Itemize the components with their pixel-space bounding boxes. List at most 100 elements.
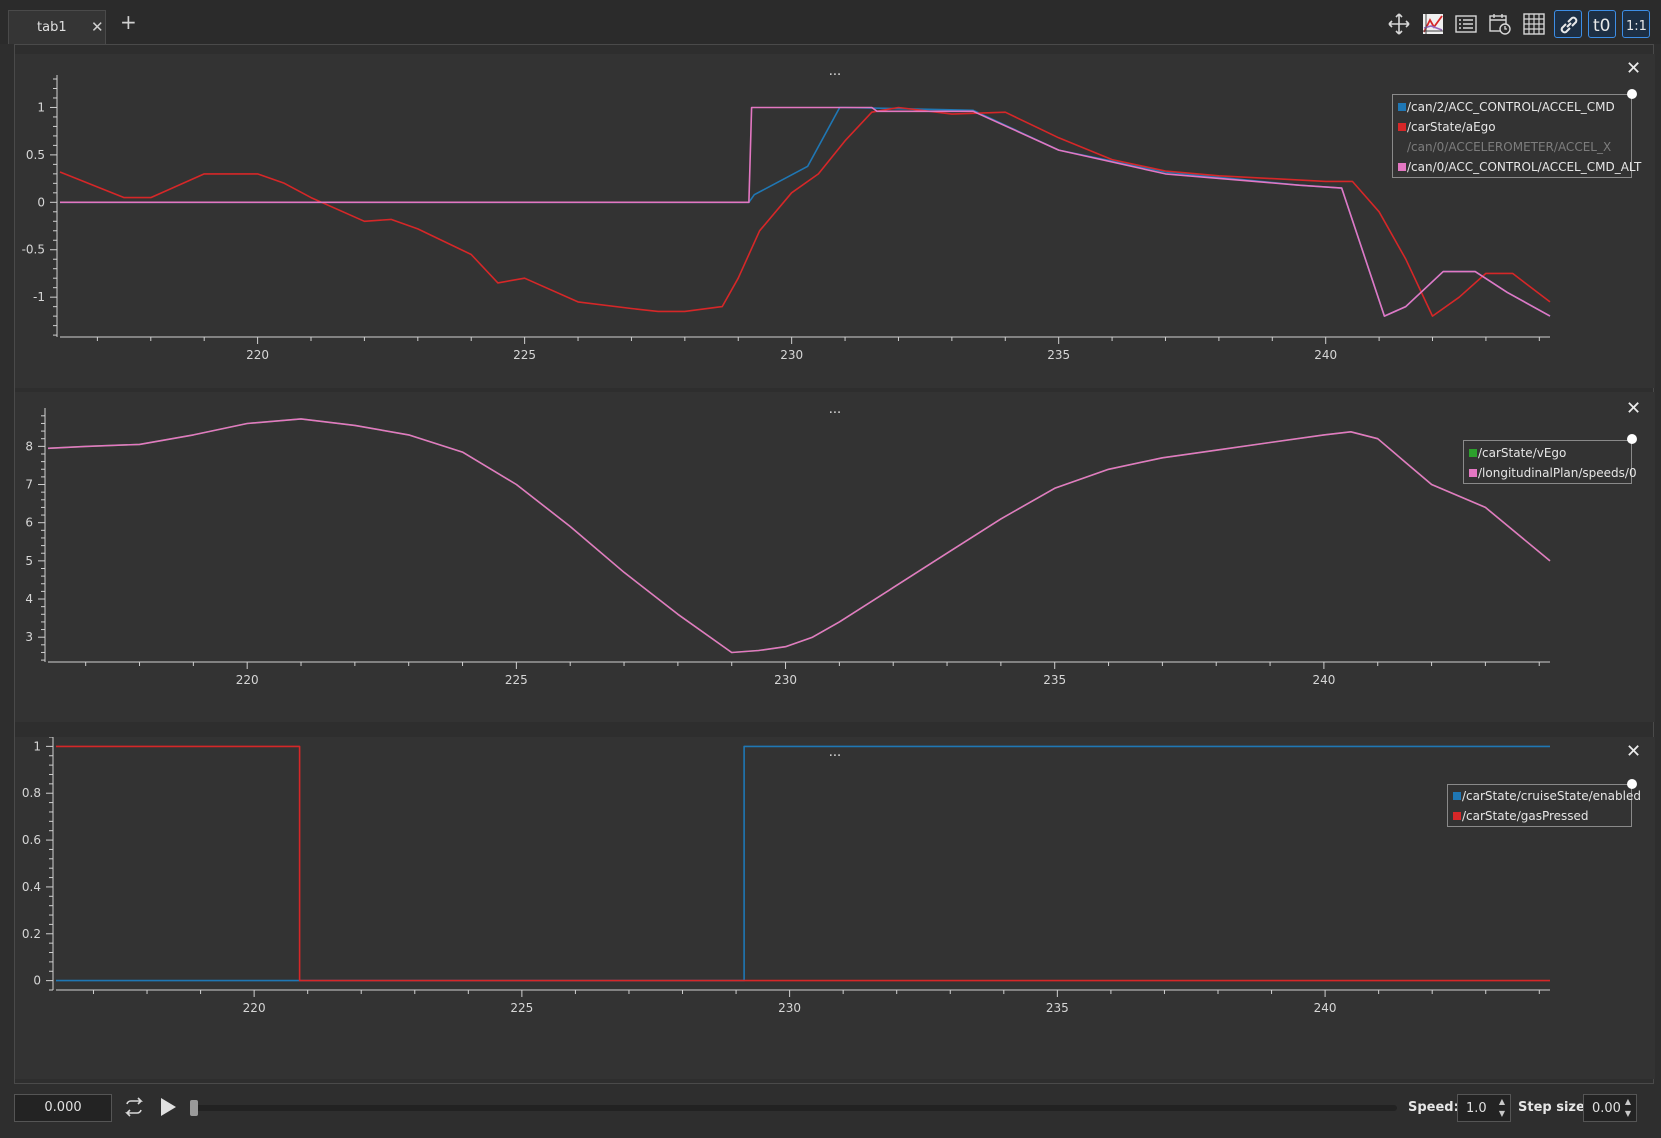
series-line: [59, 106, 1551, 317]
legend-label: /carState/vEgo: [1478, 446, 1567, 460]
chart-accel[interactable]: 220 225 230 235 240 -1 -0.5 0 0.5 1: [15, 54, 1655, 388]
spin-down-icon[interactable]: ▼: [1624, 1109, 1632, 1118]
speed-label: Speed:: [1408, 1100, 1459, 1115]
step-size-value: 0.00: [1592, 1101, 1621, 1116]
panel-title: ...: [828, 745, 842, 760]
y-tick-label: 1: [37, 100, 45, 114]
legend-label: /carState/cruiseState/enabled: [1462, 789, 1641, 803]
y-tick-label: 0.8: [22, 786, 41, 800]
x-tick-label: 220: [246, 348, 269, 362]
legend-item[interactable]: /can/2/ACC_CONTROL/ACCEL_CMD: [1393, 97, 1631, 117]
ratio-label: 1:1: [1626, 19, 1647, 34]
legend-item[interactable]: /carState/aEgo: [1393, 117, 1631, 137]
grid-icon[interactable]: [1520, 10, 1548, 38]
plot-panel-2[interactable]: ... ✕ 220 225 230 235 240 3 4 5 6 7 8 /carState/vE…: [15, 392, 1655, 722]
timeline-slider[interactable]: [192, 1105, 1397, 1111]
legend-label: /can/2/ACC_CONTROL/ACCEL_CMD: [1407, 100, 1615, 114]
legend-swatch: [1469, 469, 1477, 477]
y-tick-label: 0.2: [22, 927, 41, 941]
step-size-spinbox[interactable]: 0.00 ▲ ▼: [1583, 1094, 1637, 1122]
zoom-fit-icon[interactable]: [1419, 10, 1447, 38]
legend-resize-handle[interactable]: [1627, 89, 1637, 99]
x-tick-label: 225: [505, 673, 528, 687]
x-tick-label: 235: [1046, 1001, 1069, 1015]
legend-label: /can/0/ACCELEROMETER/ACCEL_X: [1407, 140, 1612, 154]
panel-title: ...: [828, 64, 842, 79]
legend-item[interactable]: /can/0/ACC_CONTROL/ACCEL_CMD_ALT: [1393, 157, 1641, 177]
tab-bar: tab1 ✕ + t0 1:1: [0, 0, 1661, 44]
loop-icon[interactable]: [122, 1096, 146, 1122]
spin-up-icon[interactable]: ▲: [1498, 1097, 1506, 1106]
x-tick-label: 240: [1312, 673, 1335, 687]
legend-swatch: [1453, 812, 1461, 820]
y-tick-label: 0.4: [22, 880, 41, 894]
y-tick-label: 0.6: [22, 833, 41, 847]
y-tick-label: 7: [25, 478, 33, 492]
legend-label: /carState/aEgo: [1407, 120, 1496, 134]
chart-speed[interactable]: 220 225 230 235 240 3 4 5 6 7 8: [15, 392, 1655, 722]
legend-panel-3[interactable]: /carState/cruiseState/enabled /carState/…: [1447, 784, 1641, 827]
x-tick-label: 240: [1314, 1001, 1337, 1015]
close-tab-icon[interactable]: ✕: [91, 18, 104, 36]
legend-swatch: [1398, 103, 1406, 111]
series-line: [60, 106, 1551, 317]
chart-cruise[interactable]: 220 225 230 235 240 0 0.2 0.4 0.6 0.8 1: [15, 737, 1655, 1079]
step-size-label: Step size:: [1518, 1100, 1591, 1115]
time-field[interactable]: 0.000: [14, 1094, 112, 1122]
legend-item[interactable]: /carState/vEgo: [1464, 443, 1631, 463]
playback-bar: 0.000 Speed: 1.0 ▲ ▼ Step size: 0.00 ▲ ▼: [0, 1084, 1661, 1138]
x-tick-label: 230: [778, 1001, 801, 1015]
plot-panel-3[interactable]: ... ✕ 220 225 230 235 240 0 0.2 0.4 0.6 0.8 1 /car…: [15, 737, 1655, 1079]
legend-label: /carState/gasPressed: [1462, 809, 1589, 823]
x-tick-label: 230: [780, 348, 803, 362]
tab-tab1[interactable]: tab1 ✕: [8, 10, 106, 44]
series-line: [56, 745, 1550, 982]
one-to-one-icon[interactable]: 1:1: [1622, 10, 1650, 38]
y-tick-label: 0: [33, 974, 41, 988]
legend-panel-1[interactable]: /can/2/ACC_CONTROL/ACCEL_CMD /carState/a…: [1392, 94, 1641, 178]
series-line: [47, 418, 1551, 654]
play-icon[interactable]: [157, 1096, 179, 1122]
y-tick-label: 6: [25, 516, 33, 530]
legend-swatch: [1453, 792, 1461, 800]
calendar-icon[interactable]: [1486, 10, 1514, 38]
x-tick-label: 230: [774, 673, 797, 687]
add-tab-button[interactable]: +: [120, 10, 137, 34]
legend-item[interactable]: /carState/gasPressed: [1448, 806, 1631, 826]
y-tick-label: 0.5: [26, 148, 45, 162]
series-line: [56, 745, 1550, 982]
spin-up-icon[interactable]: ▲: [1624, 1097, 1632, 1106]
x-tick-label: 225: [510, 1001, 533, 1015]
timeline-slider-handle[interactable]: [190, 1100, 198, 1116]
legend-swatch: [1398, 163, 1406, 171]
list-icon[interactable]: [1452, 10, 1480, 38]
y-tick-label: 0: [37, 195, 45, 209]
legend-item[interactable]: /can/0/ACCELEROMETER/ACCEL_X: [1393, 137, 1631, 157]
close-panel-icon[interactable]: ✕: [1626, 58, 1642, 79]
x-tick-label: 240: [1314, 348, 1337, 362]
x-tick-label: 220: [243, 1001, 266, 1015]
speed-spinbox[interactable]: 1.0 ▲ ▼: [1457, 1094, 1511, 1122]
y-tick-label: 3: [25, 630, 33, 644]
y-tick-label: 8: [25, 439, 33, 453]
tab-label: tab1: [37, 20, 67, 35]
legend-panel-2[interactable]: /carState/vEgo /longitudinalPlan/speeds/…: [1463, 440, 1637, 484]
link-icon[interactable]: [1554, 10, 1582, 38]
series-line: [47, 418, 1551, 654]
speed-value: 1.0: [1466, 1101, 1487, 1116]
legend-swatch: [1398, 123, 1406, 131]
legend-label: /can/0/ACC_CONTROL/ACCEL_CMD_ALT: [1407, 160, 1642, 174]
legend-resize-handle[interactable]: [1627, 779, 1637, 789]
legend-item[interactable]: /carState/cruiseState/enabled: [1448, 786, 1641, 806]
x-tick-label: 225: [513, 348, 536, 362]
t0-icon[interactable]: t0: [1588, 10, 1616, 38]
legend-resize-handle[interactable]: [1627, 434, 1637, 444]
close-panel-icon[interactable]: ✕: [1626, 741, 1642, 762]
plot-panel-1[interactable]: ... ✕ 220 225 230 235 240 -1 -0.5 0 0.5 1 /can/2/…: [15, 54, 1655, 388]
legend-label: /longitudinalPlan/speeds/0: [1478, 466, 1637, 480]
close-panel-icon[interactable]: ✕: [1626, 398, 1642, 419]
move-icon[interactable]: [1385, 10, 1413, 38]
spin-down-icon[interactable]: ▼: [1498, 1109, 1506, 1118]
y-tick-label: 1: [33, 739, 41, 753]
legend-item[interactable]: /longitudinalPlan/speeds/0: [1464, 463, 1637, 483]
